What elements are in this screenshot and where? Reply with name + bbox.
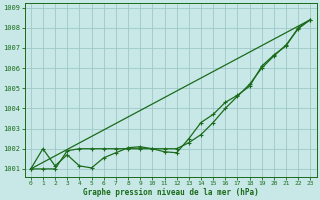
X-axis label: Graphe pression niveau de la mer (hPa): Graphe pression niveau de la mer (hPa) (83, 188, 259, 197)
